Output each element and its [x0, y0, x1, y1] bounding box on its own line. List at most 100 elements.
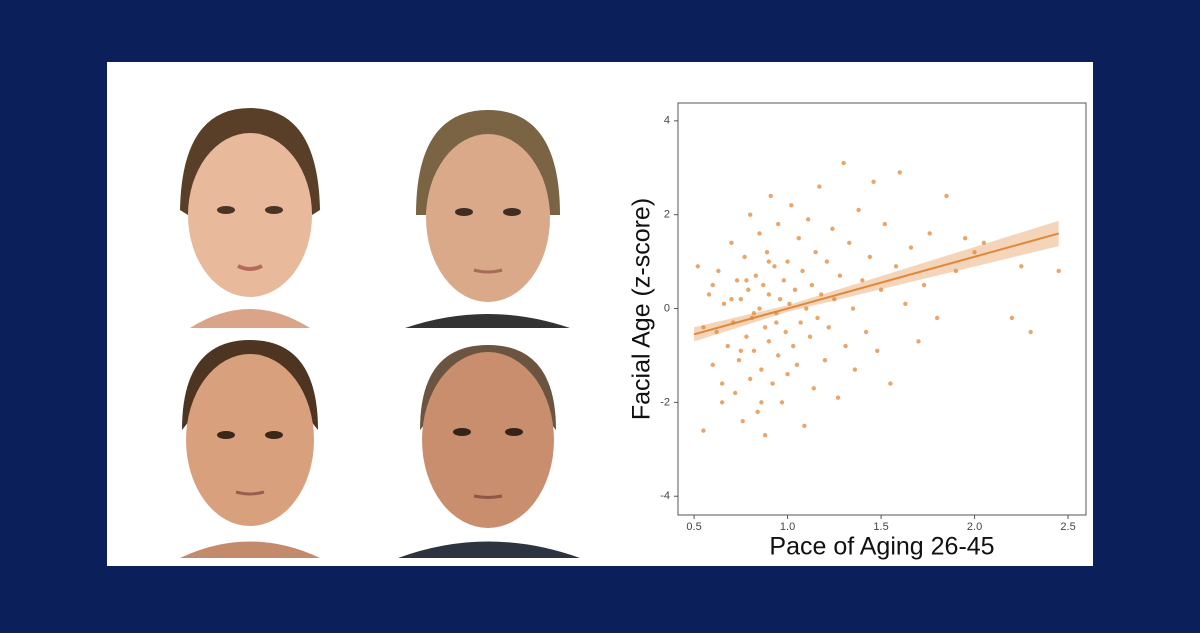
point [893, 264, 899, 269]
y-tick-label: 2 [664, 209, 670, 221]
point [805, 217, 811, 222]
y-axis-title: Facial Age (z-score) [628, 198, 656, 420]
point [934, 315, 940, 321]
y-tick-label: -2 [660, 396, 670, 408]
point [850, 306, 856, 311]
point [789, 203, 794, 208]
point [747, 212, 753, 217]
point [860, 278, 865, 283]
point [796, 235, 801, 241]
point [815, 315, 820, 321]
x-tick-label: 0.5 [686, 521, 701, 533]
point [927, 231, 932, 236]
point [751, 348, 757, 353]
point [736, 357, 742, 363]
point [783, 329, 788, 335]
point [835, 395, 841, 400]
point [826, 325, 831, 330]
y-tick-label: 0 [664, 302, 670, 314]
x-tick-label: 2.5 [1060, 521, 1075, 533]
point [759, 367, 764, 372]
point [746, 287, 751, 292]
point [695, 264, 701, 269]
point [1009, 315, 1015, 321]
point [817, 184, 822, 189]
point [738, 348, 744, 353]
y-tick-label: -4 [660, 490, 670, 502]
point [1056, 268, 1061, 274]
point [781, 278, 787, 283]
point [916, 339, 921, 344]
point [757, 231, 762, 236]
point [738, 296, 744, 302]
point [811, 386, 816, 391]
point [953, 268, 959, 274]
point [875, 348, 880, 353]
point [766, 259, 772, 264]
point [807, 334, 813, 339]
point [1028, 329, 1033, 335]
point [903, 301, 908, 307]
point [747, 376, 753, 382]
point [843, 343, 848, 349]
x-tick-label: 2.0 [967, 521, 982, 533]
point [830, 226, 835, 231]
point [921, 282, 927, 288]
point [847, 240, 852, 246]
point [908, 245, 914, 250]
point [759, 400, 764, 405]
point [878, 287, 884, 292]
point [963, 235, 968, 241]
point [804, 306, 809, 311]
point [733, 390, 738, 396]
point [819, 292, 824, 297]
point [972, 250, 977, 255]
point [792, 287, 798, 292]
point [706, 292, 712, 297]
point [716, 268, 721, 274]
point [744, 278, 749, 283]
point [837, 273, 843, 278]
point [824, 259, 830, 264]
point [710, 362, 715, 368]
point [790, 343, 796, 349]
point [714, 329, 719, 335]
point [944, 193, 949, 199]
point [856, 207, 861, 213]
point [871, 179, 876, 185]
point [768, 193, 773, 199]
point [863, 329, 869, 335]
y-tick-label: 4 [664, 115, 670, 127]
point [822, 357, 828, 363]
face-young-man [180, 340, 320, 558]
point [734, 278, 740, 283]
face-old-woman [405, 110, 570, 328]
point [774, 320, 779, 325]
point [701, 325, 706, 330]
point [813, 250, 818, 255]
fit-line [693, 232, 1059, 336]
point [721, 301, 727, 307]
point [729, 240, 734, 246]
face-old-man [398, 345, 580, 558]
confidence-band [694, 220, 1059, 342]
point [770, 381, 775, 386]
point [762, 433, 768, 438]
point [832, 296, 837, 302]
point [867, 254, 873, 260]
point [1019, 264, 1024, 269]
point [888, 381, 893, 386]
point [719, 381, 725, 386]
point [809, 282, 815, 288]
x-axis-title: Pace of Aging 26-45 [769, 533, 994, 561]
point [740, 418, 745, 424]
point [753, 273, 758, 278]
point [761, 282, 766, 288]
point [729, 296, 734, 302]
point [802, 423, 807, 429]
x-tick-label: 1.5 [873, 521, 888, 533]
point [981, 240, 987, 246]
point [701, 428, 706, 433]
